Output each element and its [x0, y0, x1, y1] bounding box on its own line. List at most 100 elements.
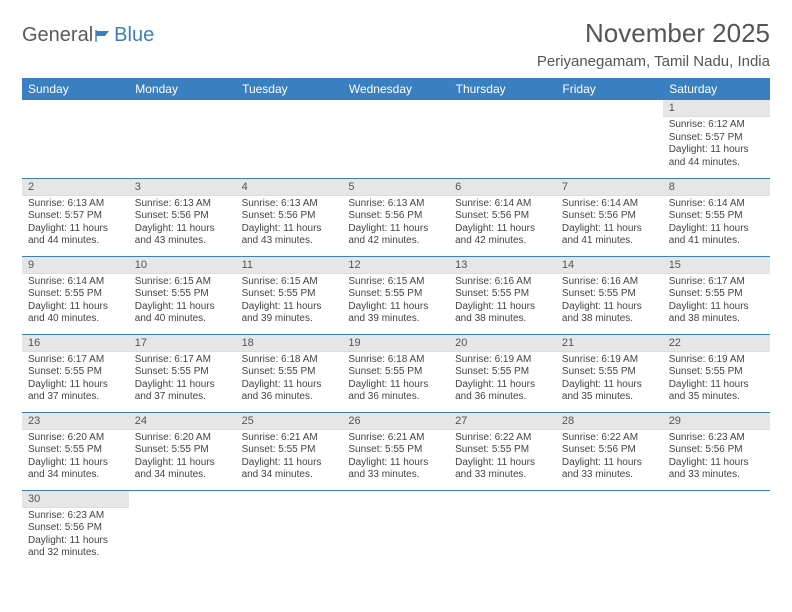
calendar-cell-empty — [129, 100, 236, 178]
cell-body: Sunrise: 6:13 AMSunset: 5:56 PMDaylight:… — [129, 196, 236, 251]
day-number: 21 — [556, 335, 663, 352]
day-number: 2 — [22, 179, 129, 196]
day-number: 25 — [236, 413, 343, 430]
cell-body: Sunrise: 6:18 AMSunset: 5:55 PMDaylight:… — [236, 352, 343, 407]
sunset-text: Sunset: 5:55 PM — [669, 210, 764, 223]
calendar-cell: 17Sunrise: 6:17 AMSunset: 5:55 PMDayligh… — [129, 334, 236, 412]
daylight-text: Daylight: 11 hours and 36 minutes. — [348, 379, 443, 404]
sunset-text: Sunset: 5:55 PM — [669, 366, 764, 379]
sunrise-text: Sunrise: 6:19 AM — [669, 354, 764, 367]
day-number: 28 — [556, 413, 663, 430]
cell-body: Sunrise: 6:16 AMSunset: 5:55 PMDaylight:… — [449, 274, 556, 329]
sunset-text: Sunset: 5:55 PM — [455, 444, 550, 457]
weekday-header: Wednesday — [342, 78, 449, 100]
calendar-cell-empty — [663, 490, 770, 568]
sunset-text: Sunset: 5:55 PM — [135, 288, 230, 301]
sunrise-text: Sunrise: 6:17 AM — [28, 354, 123, 367]
day-number: 10 — [129, 257, 236, 274]
location-text: Periyanegamam, Tamil Nadu, India — [537, 53, 770, 70]
day-number: 18 — [236, 335, 343, 352]
calendar-cell: 13Sunrise: 6:16 AMSunset: 5:55 PMDayligh… — [449, 256, 556, 334]
month-title: November 2025 — [537, 18, 770, 49]
sunset-text: Sunset: 5:57 PM — [669, 132, 764, 145]
calendar-cell: 16Sunrise: 6:17 AMSunset: 5:55 PMDayligh… — [22, 334, 129, 412]
sunset-text: Sunset: 5:55 PM — [135, 366, 230, 379]
cell-body: Sunrise: 6:23 AMSunset: 5:56 PMDaylight:… — [663, 430, 770, 485]
day-number: 17 — [129, 335, 236, 352]
cell-body: Sunrise: 6:22 AMSunset: 5:56 PMDaylight:… — [556, 430, 663, 485]
calendar-head: SundayMondayTuesdayWednesdayThursdayFrid… — [22, 78, 770, 100]
daylight-text: Daylight: 11 hours and 33 minutes. — [669, 457, 764, 482]
daylight-text: Daylight: 11 hours and 42 minutes. — [348, 223, 443, 248]
calendar-cell: 1Sunrise: 6:12 AMSunset: 5:57 PMDaylight… — [663, 100, 770, 178]
sunset-text: Sunset: 5:55 PM — [28, 444, 123, 457]
calendar-cell-empty — [342, 490, 449, 568]
calendar-cell: 25Sunrise: 6:21 AMSunset: 5:55 PMDayligh… — [236, 412, 343, 490]
calendar-cell-empty — [236, 490, 343, 568]
daylight-text: Daylight: 11 hours and 32 minutes. — [28, 535, 123, 560]
day-number: 29 — [663, 413, 770, 430]
day-number: 5 — [342, 179, 449, 196]
calendar-cell: 10Sunrise: 6:15 AMSunset: 5:55 PMDayligh… — [129, 256, 236, 334]
day-number: 20 — [449, 335, 556, 352]
sunset-text: Sunset: 5:56 PM — [28, 522, 123, 535]
daylight-text: Daylight: 11 hours and 34 minutes. — [28, 457, 123, 482]
weekday-header: Saturday — [663, 78, 770, 100]
cell-body: Sunrise: 6:17 AMSunset: 5:55 PMDaylight:… — [129, 352, 236, 407]
weekday-row: SundayMondayTuesdayWednesdayThursdayFrid… — [22, 78, 770, 100]
sunrise-text: Sunrise: 6:15 AM — [135, 276, 230, 289]
sunrise-text: Sunrise: 6:14 AM — [455, 198, 550, 211]
sunrise-text: Sunrise: 6:14 AM — [28, 276, 123, 289]
sunset-text: Sunset: 5:55 PM — [562, 366, 657, 379]
calendar-cell: 12Sunrise: 6:15 AMSunset: 5:55 PMDayligh… — [342, 256, 449, 334]
calendar-cell: 3Sunrise: 6:13 AMSunset: 5:56 PMDaylight… — [129, 178, 236, 256]
sunrise-text: Sunrise: 6:17 AM — [669, 276, 764, 289]
daylight-text: Daylight: 11 hours and 33 minutes. — [562, 457, 657, 482]
sunset-text: Sunset: 5:55 PM — [455, 288, 550, 301]
cell-body: Sunrise: 6:19 AMSunset: 5:55 PMDaylight:… — [449, 352, 556, 407]
sunset-text: Sunset: 5:56 PM — [562, 444, 657, 457]
calendar-cell: 15Sunrise: 6:17 AMSunset: 5:55 PMDayligh… — [663, 256, 770, 334]
calendar-cell-empty — [342, 100, 449, 178]
daylight-text: Daylight: 11 hours and 43 minutes. — [135, 223, 230, 248]
daylight-text: Daylight: 11 hours and 42 minutes. — [455, 223, 550, 248]
logo-text-1: General — [22, 24, 93, 47]
calendar-body: 1Sunrise: 6:12 AMSunset: 5:57 PMDaylight… — [22, 100, 770, 568]
cell-body: Sunrise: 6:20 AMSunset: 5:55 PMDaylight:… — [22, 430, 129, 485]
calendar-cell-empty — [236, 100, 343, 178]
sunrise-text: Sunrise: 6:12 AM — [669, 119, 764, 132]
day-number: 23 — [22, 413, 129, 430]
calendar-table: SundayMondayTuesdayWednesdayThursdayFrid… — [22, 78, 770, 568]
day-number: 30 — [22, 491, 129, 508]
daylight-text: Daylight: 11 hours and 37 minutes. — [28, 379, 123, 404]
sunrise-text: Sunrise: 6:17 AM — [135, 354, 230, 367]
calendar-cell: 7Sunrise: 6:14 AMSunset: 5:56 PMDaylight… — [556, 178, 663, 256]
sunrise-text: Sunrise: 6:15 AM — [348, 276, 443, 289]
calendar-cell-empty — [449, 490, 556, 568]
day-number: 22 — [663, 335, 770, 352]
calendar-cell: 23Sunrise: 6:20 AMSunset: 5:55 PMDayligh… — [22, 412, 129, 490]
calendar-cell: 21Sunrise: 6:19 AMSunset: 5:55 PMDayligh… — [556, 334, 663, 412]
title-block: November 2025 Periyanegamam, Tamil Nadu,… — [537, 18, 770, 70]
calendar-week: 23Sunrise: 6:20 AMSunset: 5:55 PMDayligh… — [22, 412, 770, 490]
sunrise-text: Sunrise: 6:21 AM — [242, 432, 337, 445]
day-number: 27 — [449, 413, 556, 430]
cell-body: Sunrise: 6:15 AMSunset: 5:55 PMDaylight:… — [129, 274, 236, 329]
sunrise-text: Sunrise: 6:13 AM — [28, 198, 123, 211]
day-number: 7 — [556, 179, 663, 196]
sunrise-text: Sunrise: 6:20 AM — [28, 432, 123, 445]
day-number: 11 — [236, 257, 343, 274]
sunset-text: Sunset: 5:55 PM — [348, 444, 443, 457]
weekday-header: Thursday — [449, 78, 556, 100]
cell-body: Sunrise: 6:20 AMSunset: 5:55 PMDaylight:… — [129, 430, 236, 485]
page-header: General Blue November 2025 Periyanegamam… — [22, 18, 770, 70]
sunset-text: Sunset: 5:55 PM — [348, 288, 443, 301]
daylight-text: Daylight: 11 hours and 36 minutes. — [242, 379, 337, 404]
cell-body: Sunrise: 6:19 AMSunset: 5:55 PMDaylight:… — [663, 352, 770, 407]
cell-body: Sunrise: 6:18 AMSunset: 5:55 PMDaylight:… — [342, 352, 449, 407]
calendar-cell: 26Sunrise: 6:21 AMSunset: 5:55 PMDayligh… — [342, 412, 449, 490]
sunset-text: Sunset: 5:57 PM — [28, 210, 123, 223]
cell-body: Sunrise: 6:15 AMSunset: 5:55 PMDaylight:… — [342, 274, 449, 329]
calendar-cell: 9Sunrise: 6:14 AMSunset: 5:55 PMDaylight… — [22, 256, 129, 334]
day-number: 13 — [449, 257, 556, 274]
